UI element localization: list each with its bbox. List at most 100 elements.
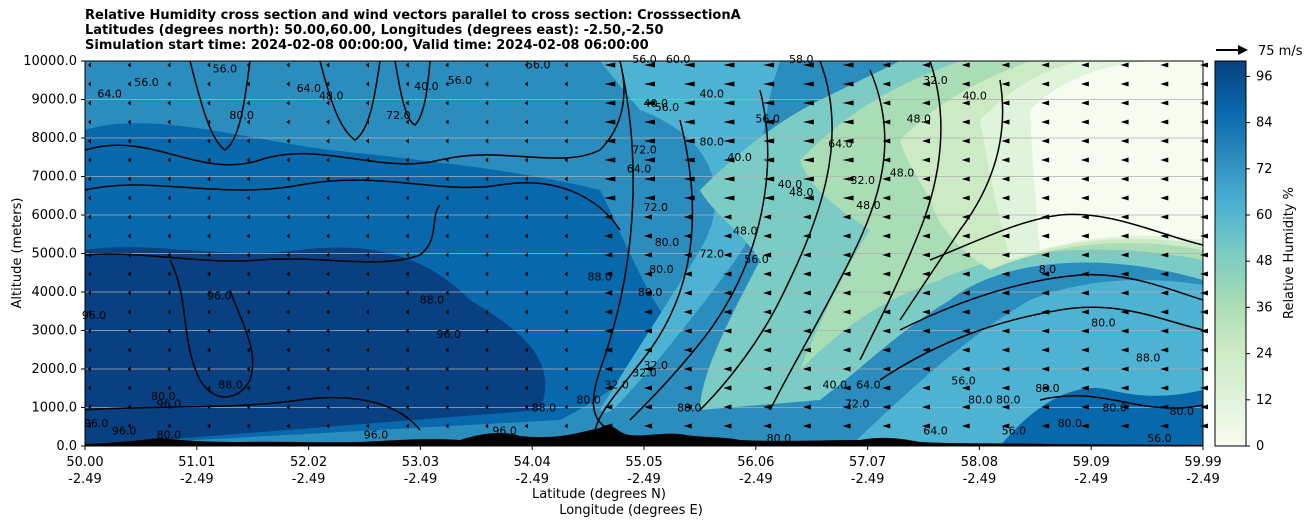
wind-vector xyxy=(167,309,171,315)
wind-vector xyxy=(286,309,290,315)
wind-vector xyxy=(127,385,131,391)
wind-vector xyxy=(1080,214,1089,220)
contour-label: 60.0 xyxy=(666,53,691,66)
wind-vector xyxy=(842,81,854,87)
wind-vector xyxy=(1160,119,1169,125)
wind-vector xyxy=(961,290,970,296)
wind-vector xyxy=(326,157,330,163)
wind-vector xyxy=(644,233,652,239)
wind-vector xyxy=(88,138,91,144)
wind-vector xyxy=(1200,347,1208,353)
wind-vector xyxy=(683,138,695,144)
wind-vector xyxy=(1080,252,1089,258)
colorbar-tick-label: 84 xyxy=(1256,116,1273,131)
y-tick-label: 0.0 xyxy=(56,439,77,454)
wind-vector xyxy=(286,423,290,429)
colorbar-gradient xyxy=(1214,60,1247,447)
wind-vector xyxy=(207,328,211,334)
wind-vector xyxy=(485,100,489,106)
contour-label: 96.0 xyxy=(436,328,461,341)
wind-vector xyxy=(922,366,930,372)
wind-vector xyxy=(644,423,652,429)
x-tick-label-lat: 59.09 xyxy=(1073,455,1110,470)
contour-label: 40.0 xyxy=(699,88,724,101)
colorbar: 0 12 24 36 48 60 72 84 96 Relative Humidity % xyxy=(1214,60,1297,454)
wind-vector xyxy=(246,271,250,277)
x-tick-label-lon: -2.49 xyxy=(292,472,326,487)
wind-vector xyxy=(366,81,369,87)
wind-vector xyxy=(524,214,528,220)
wind-vector xyxy=(88,214,91,220)
wind-vector xyxy=(366,176,369,182)
wind-vector xyxy=(524,328,528,334)
wind-vector xyxy=(326,309,330,315)
wind-vector xyxy=(286,176,290,182)
wind-vector xyxy=(88,328,91,334)
wind-vector xyxy=(604,404,613,410)
wind-vector xyxy=(882,233,891,239)
wind-vector xyxy=(88,157,91,163)
wind-vector xyxy=(405,176,409,182)
wind-vector xyxy=(763,423,772,429)
wind-vector xyxy=(286,347,290,353)
colorbar-tick-label: 24 xyxy=(1256,347,1273,362)
wind-vector xyxy=(763,138,775,144)
wind-vector xyxy=(604,233,613,239)
wind-vector xyxy=(127,62,131,68)
wind-vector xyxy=(445,100,449,106)
wind-vector xyxy=(1160,233,1169,239)
wind-vector xyxy=(723,138,735,144)
wind-vector xyxy=(802,214,811,220)
wind-vector xyxy=(405,328,409,334)
wind-vector xyxy=(485,233,489,239)
wind-vector xyxy=(1120,290,1129,296)
contour-label: 64.0 xyxy=(97,88,122,101)
wind-vector xyxy=(207,195,211,201)
wind-vector xyxy=(1041,404,1050,410)
wind-vector xyxy=(1200,423,1208,429)
wind-vector xyxy=(405,423,409,429)
wind-vector xyxy=(922,214,930,220)
wind-vector xyxy=(564,233,568,239)
wind-vector xyxy=(286,385,290,391)
wind-vector xyxy=(961,119,970,125)
wind-vector xyxy=(326,328,330,334)
wind-vector xyxy=(723,423,732,429)
wind-vector xyxy=(207,252,211,258)
y-axis: 0.0 1000.0 2000.0 3000.0 4000.0 5000.0 6000.0 7… xyxy=(23,54,85,454)
gridlines xyxy=(85,61,1203,446)
wind-vector xyxy=(286,366,290,372)
wind-vector xyxy=(405,385,409,391)
wind-vector xyxy=(842,309,851,315)
wind-vector xyxy=(485,119,489,125)
wind-vector xyxy=(485,271,489,277)
quiver-key: 75 m/s xyxy=(1216,44,1303,59)
wind-vector xyxy=(524,252,528,258)
wind-vector xyxy=(405,233,409,239)
wind-vector xyxy=(1160,252,1169,258)
wind-vector xyxy=(763,233,772,239)
wind-vector xyxy=(326,385,330,391)
x-tick-label-lon: -2.49 xyxy=(1186,472,1220,487)
wind-vector xyxy=(1041,195,1050,201)
wind-vector xyxy=(802,157,814,163)
wind-vector xyxy=(167,271,171,277)
wind-vector xyxy=(524,176,528,182)
wind-vector xyxy=(564,100,568,106)
wind-vector xyxy=(842,328,851,334)
contour-label: 96.0 xyxy=(207,290,232,303)
wind-vector xyxy=(1041,176,1050,182)
wind-vector xyxy=(1001,423,1010,429)
wind-vector xyxy=(1041,366,1050,372)
wind-vector xyxy=(405,62,409,68)
x-tick-label-lat: 54.04 xyxy=(514,455,551,470)
wind-vector xyxy=(524,309,528,315)
wind-vector xyxy=(1120,271,1129,277)
wind-vector xyxy=(644,138,655,144)
wind-vector xyxy=(1120,423,1129,429)
wind-vector xyxy=(723,309,732,315)
x-tick-label-lon: -2.49 xyxy=(739,472,773,487)
wind-vector xyxy=(445,195,449,201)
wind-vector xyxy=(1160,423,1169,429)
wind-vector xyxy=(246,100,250,106)
